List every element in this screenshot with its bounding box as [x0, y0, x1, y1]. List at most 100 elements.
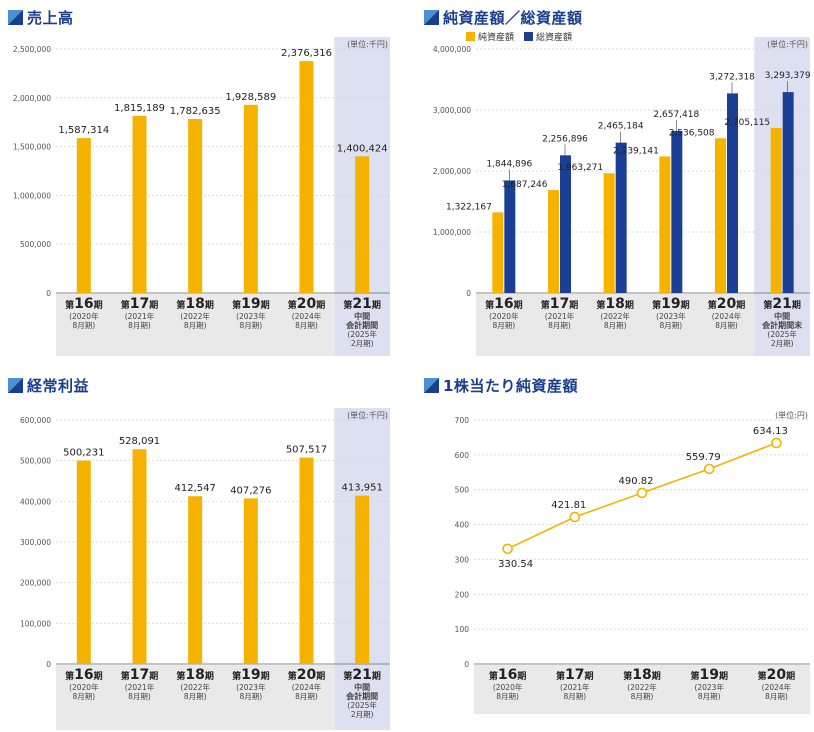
period-label: 8月期) [715, 321, 738, 330]
y-tick-label: 400 [455, 521, 470, 530]
y-tick-label: 200 [455, 590, 470, 599]
y-tick-label: 100,000 [20, 619, 51, 628]
category-band [56, 665, 335, 730]
period-label: 8月期) [659, 321, 682, 330]
sales-title-text: 売上高 [27, 8, 74, 27]
y-tick-label: 200,000 [20, 579, 51, 588]
period-label: 2月期) [351, 710, 374, 719]
title-triangle-icon [8, 377, 23, 393]
data-label: 634.13 [753, 426, 788, 437]
period-label: 8月期) [184, 321, 207, 330]
data-label: 330.54 [498, 559, 533, 570]
bar [188, 119, 203, 293]
period-label: 2月期) [351, 339, 374, 348]
category-label: 第19期 [652, 296, 690, 312]
bps-title: 1株当たり純資産額 [424, 374, 578, 396]
data-label: 412,547 [174, 483, 215, 494]
data-label: 500,231 [63, 448, 104, 459]
bar-total-assets [671, 130, 683, 293]
category-label: 第21期 [343, 296, 381, 312]
y-tick-label: 2,000,000 [433, 167, 471, 176]
period-label: 8月期) [765, 692, 788, 701]
data-label: 507,517 [286, 445, 327, 456]
category-label: 第17期 [541, 296, 579, 312]
period-label: (2023年 [694, 682, 724, 692]
period-label: 中間 [774, 311, 790, 321]
bps-panel: 1株当たり純資産額 (単位:円) 0 100 200 300 400 500 600 700 第1… [424, 374, 814, 732]
bps-title-text: 1株当たり純資産額 [443, 376, 578, 395]
data-point [636, 487, 648, 499]
y-tick-label: 700 [455, 416, 470, 425]
category-band [474, 665, 810, 714]
title-triangle-icon [424, 377, 439, 393]
category-label: 第18期 [596, 296, 634, 312]
y-tick-label: 0 [46, 289, 51, 298]
category-label: 第17期 [121, 296, 159, 312]
data-label-total: 2,465,184 [598, 122, 644, 132]
y-tick-label: 600,000 [20, 416, 51, 425]
assets-legend: 純資産額 総資産額 [466, 30, 582, 43]
category-label: 第20期 [288, 667, 326, 683]
category-label: 第19期 [232, 667, 270, 683]
period-label: (2020年 [69, 682, 99, 692]
period-label: (2024年 [762, 682, 792, 692]
period-label: 8月期) [128, 321, 151, 330]
y-tick-label: 2,000,000 [13, 94, 51, 103]
y-tick-label: 500 [455, 486, 470, 495]
data-label: 528,091 [119, 436, 160, 447]
category-label: 第16期 [65, 667, 103, 683]
period-label: 8月期) [631, 692, 654, 701]
y-tick-label: 500,000 [20, 457, 51, 466]
period-label: (2023年 [236, 311, 266, 321]
category-band [56, 294, 335, 356]
period-label: (2023年 [236, 682, 266, 692]
bar-total-assets [782, 92, 794, 293]
y-tick-label: 0 [46, 660, 51, 669]
y-tick-label: 3,000,000 [433, 106, 471, 115]
profit-panel: 経常利益 (単位:千円) 0 100,000 200,000 300,000 400,00… [8, 374, 398, 732]
bar [132, 115, 147, 293]
legend-label-total: 総資産額 [536, 33, 573, 43]
period-label: 中間 [354, 311, 370, 321]
period-label: (2024年 [712, 311, 742, 321]
data-label-net: 1,687,246 [502, 180, 548, 190]
period-label: 8月期) [563, 692, 586, 701]
period-label: (2020年 [69, 311, 99, 321]
bar-total-assets [560, 155, 571, 293]
y-tick-label: 100 [455, 625, 470, 634]
data-point [771, 437, 782, 449]
period-label: 会計期間末 [762, 320, 802, 330]
period-label: (2022年 [180, 311, 210, 321]
period-label: 2月期) [771, 339, 794, 348]
profit-chart: (単位:千円) 0 100,000 200,000 300,000 400,000 500,… [20, 408, 390, 730]
period-label: 8月期) [496, 692, 519, 701]
data-label-total: 2,657,418 [653, 110, 699, 120]
period-label: 会計期間 [346, 691, 378, 701]
period-label: 8月期) [239, 692, 262, 701]
bar-net-assets [548, 190, 559, 293]
category-label: 第21期 [763, 296, 801, 312]
y-tick-label: 0 [466, 289, 471, 298]
data-point [502, 543, 513, 555]
category-label: 第18期 [623, 667, 661, 683]
data-label: 1,587,314 [58, 125, 109, 136]
period-label: (2021年 [545, 311, 575, 321]
data-label-total: 3,272,318 [709, 72, 755, 82]
y-tick-label: 4,000,000 [433, 45, 471, 54]
legend-label-net: 純資産額 [478, 33, 515, 43]
period-label: (2021年 [560, 682, 590, 692]
bar [243, 498, 258, 664]
highlight-column [754, 37, 810, 356]
bar-total-assets [727, 93, 738, 293]
category-label: 第18期 [176, 296, 214, 312]
bar [188, 496, 203, 664]
category-label: 第19期 [232, 296, 270, 312]
category-label: 第20期 [288, 296, 326, 312]
data-label-total: 2,256,896 [542, 134, 588, 144]
unit-label: (単位:千円) [347, 410, 388, 420]
unit-label: (単位:円) [775, 410, 808, 420]
data-label: 1,782,635 [170, 106, 221, 117]
title-triangle-icon [8, 9, 23, 25]
y-tick-label: 1,000,000 [433, 228, 471, 237]
y-tick-label: 1,500,000 [13, 143, 51, 152]
